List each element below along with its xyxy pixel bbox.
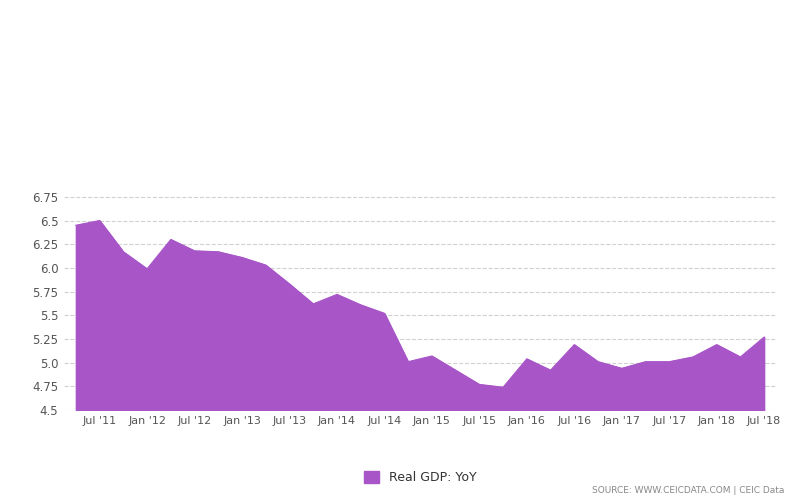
Text: Indonesia's Real GDP Growth from
March 2011 to June 2018: Indonesia's Real GDP Growth from March 2… xyxy=(144,65,656,127)
Text: SOURCE: WWW.CEICDATA.COM | CEIC Data: SOURCE: WWW.CEICDATA.COM | CEIC Data xyxy=(592,486,784,495)
Legend: Real GDP: YoY: Real GDP: YoY xyxy=(358,466,482,489)
